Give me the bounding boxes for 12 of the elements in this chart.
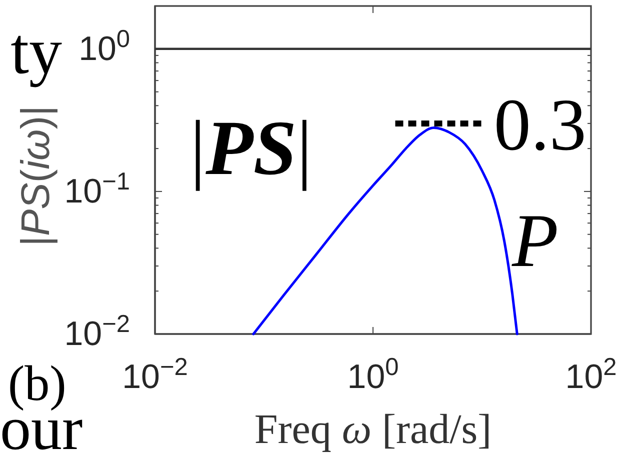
x-tick-label: 10$^{2}$ <box>565 354 617 396</box>
y-tick-label: 10$^{−1}$ <box>64 168 130 210</box>
annotation: 0.3 <box>494 84 586 166</box>
x-tick-label: 10$^{0}$ <box>347 354 399 396</box>
x-axis-title: Freq ω [rad/s] <box>254 407 492 453</box>
y-tick-label: 10$^{0}$ <box>78 25 130 68</box>
y-axis-title: |PS(iω)| <box>14 106 58 246</box>
annotation: P <box>511 199 558 283</box>
x-tick-label: 10$^{−2}$ <box>122 354 188 396</box>
series-label: |PS| <box>190 104 312 191</box>
text: ty <box>10 15 62 88</box>
y-tick-label: 10$^{−2}$ <box>64 310 130 353</box>
